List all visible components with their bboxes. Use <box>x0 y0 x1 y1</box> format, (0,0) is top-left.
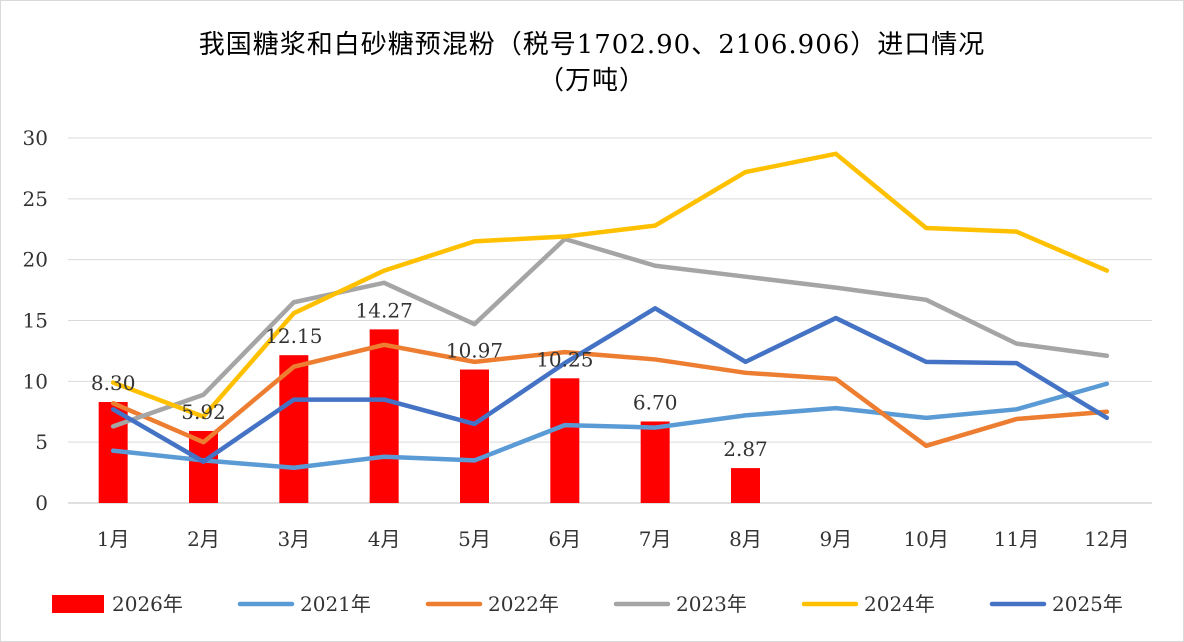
bar-data-label: 10.97 <box>446 339 503 363</box>
y-tick-label: 25 <box>23 187 48 211</box>
x-tick-label: 5月 <box>458 527 491 551</box>
x-tick-label: 1月 <box>97 527 130 551</box>
y-tick-label: 15 <box>23 309 48 333</box>
bar-8 <box>731 468 760 503</box>
bar-6 <box>550 378 580 503</box>
bar-data-label: 2.87 <box>723 437 768 461</box>
bar-data-label: 14.27 <box>356 298 413 322</box>
x-tick-label: 3月 <box>277 527 310 551</box>
bar-data-label: 8.30 <box>91 371 136 395</box>
y-tick-label: 30 <box>23 126 48 150</box>
bar-data-label: 5.92 <box>181 400 226 424</box>
series-line-2021年 <box>110 381 1110 470</box>
y-tick-label: 0 <box>35 491 48 515</box>
x-tick-label: 6月 <box>548 527 581 551</box>
bar-7 <box>640 421 670 503</box>
legend-label: 2023年 <box>676 592 747 616</box>
bar-4 <box>369 329 399 503</box>
legend-label: 2024年 <box>864 592 935 616</box>
x-tick-label: 7月 <box>639 527 672 551</box>
x-tick-label: 10月 <box>903 527 948 551</box>
bar-data-label: 10.25 <box>536 347 593 371</box>
bar-5 <box>460 369 489 503</box>
series-line-2022年 <box>110 342 1110 449</box>
chart-title: 我国糖浆和白砂糖预混粉（税号1702.90、2106.906）进口情况 <box>198 30 986 60</box>
y-tick-label: 5 <box>35 430 48 454</box>
bar-data-label: 6.70 <box>633 390 678 414</box>
legend-swatch-bar <box>52 595 104 613</box>
x-tick-label: 9月 <box>819 527 852 551</box>
legend-label: 2022年 <box>488 592 559 616</box>
x-tick-label: 12月 <box>1084 527 1129 551</box>
x-tick-label: 11月 <box>994 527 1039 551</box>
legend-label: 2021年 <box>300 592 371 616</box>
bar-data-label: 12.15 <box>265 324 322 348</box>
series-line-2024年 <box>110 151 1110 419</box>
y-tick-label: 20 <box>23 248 48 272</box>
legend-label: 2025年 <box>1052 592 1123 616</box>
series-line-2025年 <box>110 306 1110 464</box>
legend-label: 2026年 <box>112 592 183 616</box>
chart-subtitle-unit: （万吨） <box>537 66 646 96</box>
series-line-2023年 <box>110 236 1110 429</box>
y-tick-label: 10 <box>23 369 48 393</box>
bar-3 <box>279 355 309 503</box>
x-tick-label: 2月 <box>187 527 220 551</box>
x-tick-label: 8月 <box>729 527 762 551</box>
x-tick-label: 4月 <box>368 527 401 551</box>
